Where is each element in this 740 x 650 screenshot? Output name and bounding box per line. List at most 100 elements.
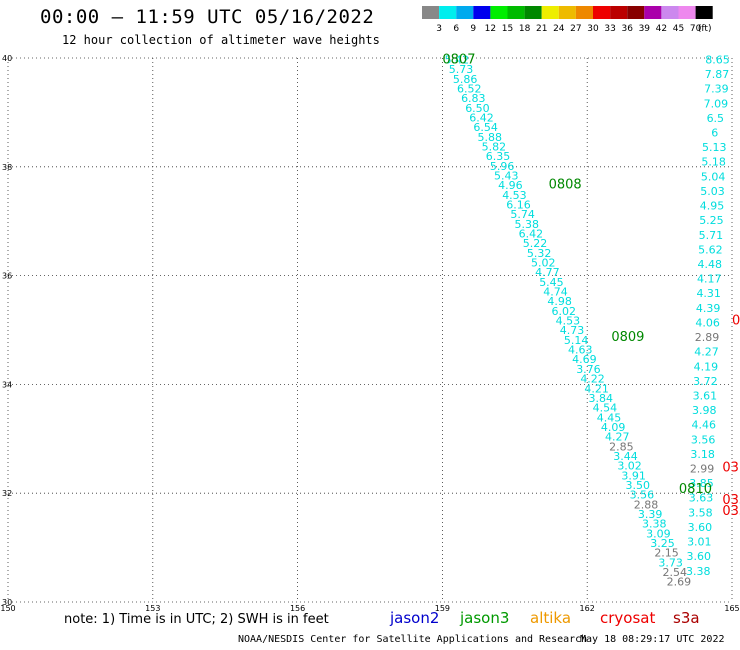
wave-height-value: 4.77	[535, 266, 560, 279]
legend-swatch	[456, 6, 474, 19]
wave-height-value: 3.18	[690, 448, 715, 461]
wave-height-value: 4.21	[584, 382, 609, 395]
wave-height-value: 4.39	[696, 302, 721, 315]
wave-height-value: 4.96	[498, 179, 523, 192]
wave-height-value: 4.19	[694, 360, 719, 373]
latitude-tick-label: 34	[2, 380, 12, 389]
wave-height-value: 6.54	[473, 121, 498, 134]
wave-height-value: 6.52	[457, 82, 482, 95]
wave-height-value: 4.53	[502, 189, 527, 202]
wave-height-value: 3.50	[626, 479, 651, 492]
latitude-tick-label: 30	[2, 598, 12, 607]
wave-height-value: 6.35	[486, 150, 511, 163]
wave-height-value: 3.63	[689, 492, 714, 505]
wave-height-value: 4.54	[593, 402, 618, 415]
wave-height-value: 7.09	[704, 97, 729, 110]
pass-time-label: 0809	[611, 330, 644, 345]
wave-height-value: 3.60	[687, 550, 712, 563]
wave-height-value: 5.02	[531, 257, 556, 270]
legend-swatch	[610, 6, 628, 19]
footnote: note: 1) Time is in UTC; 2) SWH is in fe…	[64, 612, 329, 627]
map-title: 00:00 — 11:59 UTC 05/16/2022	[40, 6, 375, 28]
legend-swatch	[422, 6, 440, 19]
wave-height-value: 3.73	[658, 556, 683, 569]
grid: 150 153 156 159 162 165 30 32 34 36 38 40	[0, 54, 739, 613]
wave-height-value: 3.44	[613, 450, 638, 463]
wave-height-value: 3.60	[688, 521, 713, 534]
wave-height-value: 7.39	[704, 83, 729, 96]
latitude-tick-label: 32	[2, 489, 12, 498]
wave-height-value: 4.09	[601, 421, 626, 434]
wave-height-value: 4.27	[694, 346, 719, 359]
wave-height-value: 4.27	[605, 431, 630, 444]
wave-height-value: 5.32	[527, 247, 552, 260]
wave-height-value: 2.69	[667, 576, 692, 589]
wave-height-value: 4.45	[597, 411, 622, 424]
map-subtitle: 12 hour collection of altimeter wave hei…	[62, 33, 380, 47]
altimeter-track: 8.65 7.87 7.397.09 6.56 5.13 5.185.04 5.03 4.95…	[686, 53, 730, 577]
wave-height-value: 2.85	[609, 440, 634, 453]
legend-tick-label: 9	[470, 24, 476, 34]
wave-height-value: 5.82	[482, 140, 507, 153]
wave-height-value: 7.87	[705, 68, 730, 81]
wave-height-value: 3.91	[621, 469, 646, 482]
color-legend: 3 6 9 12 15 18 21 24 27 30 33 36 39 42 45 70(ft)	[422, 6, 713, 34]
wave-height-value: 3.58	[688, 506, 713, 519]
wave-height-value: 5.62	[698, 243, 723, 256]
wave-height-value: 5.42	[445, 53, 470, 66]
wave-height-value: 5.86	[453, 73, 478, 86]
wave-height-value: 4.69	[572, 353, 597, 366]
longitude-tick-label: 162	[580, 604, 595, 613]
legend-swatch	[695, 6, 713, 19]
pass-time-label: 0807	[442, 52, 475, 67]
legend-tick-label: 12	[485, 24, 496, 34]
latitude-tick-label: 38	[2, 163, 12, 172]
legend-altika: altika	[530, 609, 572, 627]
wave-height-value: 3.09	[646, 527, 671, 540]
legend-swatch	[661, 6, 679, 19]
pass-time-label: 0810	[679, 482, 712, 497]
legend-tick-label: 18	[519, 24, 531, 34]
wave-height-value: 4.22	[580, 373, 605, 386]
legend-tick-label: 39	[639, 24, 651, 34]
timestamp-text: May 18 08:29:17 UTC 2022	[580, 634, 725, 645]
wave-height-value: 3.38	[686, 565, 711, 578]
wave-height-value: 6.42	[469, 111, 494, 124]
wave-height-value: 6.16	[506, 199, 531, 212]
legend-swatch	[524, 6, 542, 19]
wave-height-value: 2.89	[695, 331, 720, 344]
wave-height-value: 5.74	[510, 208, 535, 221]
wave-height-value: 3.85	[689, 477, 714, 490]
wave-height-value: 3.25	[650, 537, 675, 550]
legend-jason2: jason2	[390, 609, 440, 627]
wave-height-value: 4.74	[543, 286, 568, 299]
wave-height-value: 4.53	[556, 315, 581, 328]
cryosat-label: 03	[722, 460, 739, 475]
wave-height-value: 5.96	[490, 160, 515, 173]
wave-height-value: 4.17	[697, 273, 722, 286]
legend-tick-label: 36	[621, 24, 633, 34]
wave-height-value: 3.72	[693, 375, 718, 388]
legend-swatch	[490, 6, 508, 19]
wave-height-value: 2.99	[690, 463, 715, 476]
legend-swatch	[644, 6, 662, 19]
cryosat-label: 035	[722, 504, 740, 519]
longitude-tick-label: 159	[435, 604, 450, 613]
wave-height-value: 3.84	[589, 392, 614, 405]
legend-swatch	[473, 6, 491, 19]
longitude-tick-label: 153	[145, 604, 160, 613]
wave-height-value: 3.01	[687, 536, 712, 549]
longitude-tick-label: 150	[0, 604, 15, 613]
legend-tick-label: 33	[604, 24, 615, 34]
legend-swatch	[593, 6, 611, 19]
wave-height-value: 5.38	[515, 218, 540, 231]
wave-height-value: 5.88	[478, 131, 503, 144]
wave-height-value: 6.50	[465, 102, 490, 115]
pass-time-label: 0808	[549, 178, 582, 193]
legend-swatch	[439, 6, 457, 19]
legend-tick-label: 70	[690, 24, 702, 34]
legend-s3a: s3a	[673, 609, 700, 627]
wave-height-value: 5.03	[700, 185, 725, 198]
altimeter-track: 5.425.735.866.526.836.506.426.545.885.82…	[445, 53, 692, 588]
